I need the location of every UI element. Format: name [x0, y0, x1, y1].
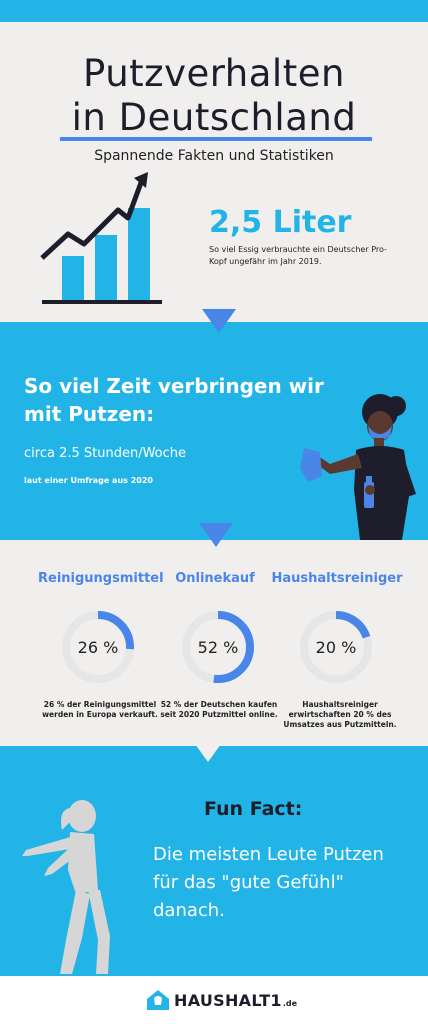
woman-cleaning-illustration: [300, 394, 416, 540]
fun-fact-text: Die meisten Leute Putzen für das "gute G…: [153, 844, 384, 921]
stat-label-onlinekauf: Onlinekauf: [175, 571, 255, 586]
time-heading: So viel Zeit verbringen wir mit Putzen:: [24, 374, 324, 426]
page-title-line1: Putzverhalten: [83, 52, 345, 95]
stat-label-reinigungsmittel: Reinigungsmittel: [38, 571, 164, 586]
vinegar-stat-value: 2,5 Liter: [209, 205, 352, 240]
donut-arc: [62, 611, 134, 683]
stat-desc-reinigungsmittel: 26 % der Reinigungsmittel werden in Euro…: [42, 700, 158, 719]
logo-tld: .de: [282, 998, 298, 1008]
top-accent-strip: [0, 0, 428, 22]
time-source: laut einer Umfrage aus 2020: [24, 476, 153, 485]
time-value: circa 2.5 Stunden/Woche: [24, 446, 186, 461]
donut-arc: [300, 611, 372, 683]
donut-chart-reinigungsmittel: [62, 611, 134, 683]
stats-section: [0, 540, 428, 746]
brand-logo[interactable]: HAUSHALT1 .de: [145, 988, 297, 1012]
donut-value-haushaltsreiniger: 20 %: [315, 637, 357, 657]
stat-label-haushaltsreiniger: Haushaltsreiniger: [271, 571, 403, 586]
donut-value-onlinekauf: 52 %: [197, 637, 239, 657]
vinegar-stat-description: So viel Essig verbrauchte ein Deutscher …: [209, 245, 387, 266]
section-divider-arrow: [199, 523, 233, 547]
fun-fact-title: Fun Fact:: [204, 798, 303, 820]
section-divider-arrow: [195, 744, 221, 762]
donut-chart-haushaltsreiniger: [300, 611, 372, 683]
house-logo-icon: [147, 990, 169, 1010]
footer: [0, 976, 428, 1024]
title-underline: [60, 137, 372, 141]
bar-chart-growth-icon: [40, 172, 162, 304]
dancing-woman-silhouette: [22, 800, 110, 974]
section-divider-arrow: [202, 309, 236, 333]
stat-desc-onlinekauf: 52 % der Deutschen kaufen seit 2020 Putz…: [160, 700, 278, 719]
donut-arc: [182, 611, 254, 683]
page-subtitle: Spannende Fakten und Statistiken: [94, 148, 334, 164]
donut-chart-onlinekauf: [182, 611, 254, 683]
logo-text: HAUSHALT1: [174, 990, 282, 1010]
donut-value-reinigungsmittel: 26 %: [77, 637, 119, 657]
page-title-line2: in Deutschland: [71, 96, 357, 139]
stat-desc-haushaltsreiniger: Haushaltsreiniger erwirtschaften 20 % de…: [283, 700, 397, 729]
